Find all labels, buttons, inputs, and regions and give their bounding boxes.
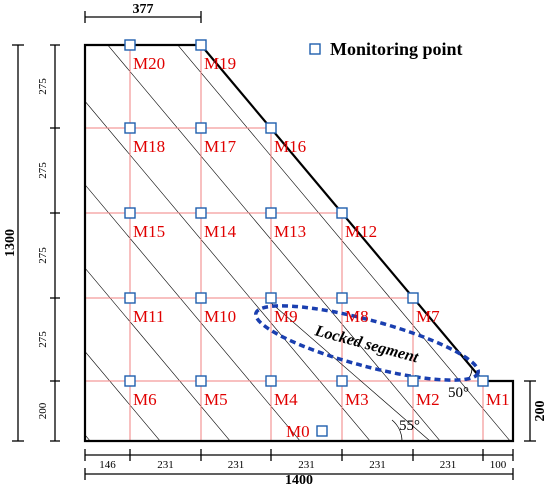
monitoring-point	[124, 375, 136, 387]
monitoring-point	[195, 122, 207, 134]
monitoring-point	[195, 207, 207, 219]
point-label: M12	[345, 222, 377, 241]
angle-label: 50°	[448, 385, 469, 401]
hatch-line	[85, 45, 284, 441]
point-label: M18	[133, 137, 165, 156]
legend-label: Monitoring point	[330, 39, 463, 59]
monitoring-point	[265, 292, 277, 304]
dim-label: 275	[37, 331, 49, 348]
monitoring-point	[195, 375, 207, 387]
angle-label: 55°	[399, 418, 420, 434]
monitoring-point	[265, 122, 277, 134]
dim-label: 231	[369, 459, 386, 471]
monitoring-point	[124, 292, 136, 304]
dim-label: 146	[99, 459, 116, 471]
dim-label: 231	[228, 459, 245, 471]
dim-label: 1300	[3, 229, 18, 257]
hatch-line	[85, 45, 354, 441]
hatch-line	[349, 45, 513, 441]
monitoring-point	[316, 425, 328, 437]
hatch-line	[85, 45, 214, 441]
monitoring-point	[336, 292, 348, 304]
monitoring-point	[336, 207, 348, 219]
hatch-line	[139, 45, 513, 441]
point-label: M1	[486, 390, 510, 409]
monitoring-point	[265, 207, 277, 219]
hatch-line	[85, 45, 144, 441]
dim-label: 231	[157, 459, 174, 471]
monitoring-point	[124, 207, 136, 219]
hatch-line	[85, 45, 424, 441]
dim-label: 200	[37, 402, 49, 419]
monitoring-point	[407, 292, 419, 304]
angle-arc	[391, 419, 403, 442]
hatch-line	[489, 45, 513, 441]
monitoring-point	[195, 292, 207, 304]
point-label: M15	[133, 222, 165, 241]
points: M20 M19 M18 M17 M16 M15 M14 M13 M12 M11 M10 M9 M8 M7 M…	[124, 39, 510, 441]
dim-label: 231	[440, 459, 457, 471]
point-label: M7	[416, 307, 440, 326]
monitoring-point	[336, 375, 348, 387]
dim-label: 100	[490, 459, 507, 471]
point-label: M2	[416, 390, 440, 409]
point-label: M8	[345, 307, 369, 326]
point-label: M20	[133, 54, 165, 73]
point-label: M5	[204, 390, 228, 409]
point-label: M0	[286, 422, 310, 441]
point-label: M9	[274, 307, 298, 326]
point-label: M11	[133, 307, 165, 326]
point-label: M6	[133, 390, 157, 409]
monitoring-point	[265, 375, 277, 387]
dimensions: 377 1300 200 1400 275 275 275 275 200 146 231 2…	[3, 2, 548, 488]
point-label: M3	[345, 390, 369, 409]
monitoring-point	[124, 39, 136, 51]
dim-label: 200	[533, 401, 548, 422]
angle-guide	[269, 301, 431, 442]
hatch-line	[85, 45, 494, 441]
point-label: M14	[204, 222, 237, 241]
monitoring-point	[407, 375, 419, 387]
point-label: M17	[204, 137, 237, 156]
point-label: M10	[204, 307, 236, 326]
dim-label: 377	[133, 2, 154, 17]
hatch-line	[209, 45, 513, 441]
point-label: M13	[274, 222, 306, 241]
dim-label: 1400	[285, 473, 313, 488]
dim-label: 275	[37, 162, 49, 179]
dim-label: 275	[37, 78, 49, 95]
point-label: M4	[274, 390, 298, 409]
point-label: M19	[204, 54, 236, 73]
dim-label: 231	[298, 459, 315, 471]
point-label: M16	[274, 137, 306, 156]
locked-segment-ellipse	[254, 304, 480, 382]
monitoring-point	[195, 39, 207, 51]
dim-label: 275	[37, 247, 49, 264]
legend-marker	[309, 43, 321, 55]
monitoring-point	[124, 122, 136, 134]
monitoring-point	[477, 375, 489, 387]
